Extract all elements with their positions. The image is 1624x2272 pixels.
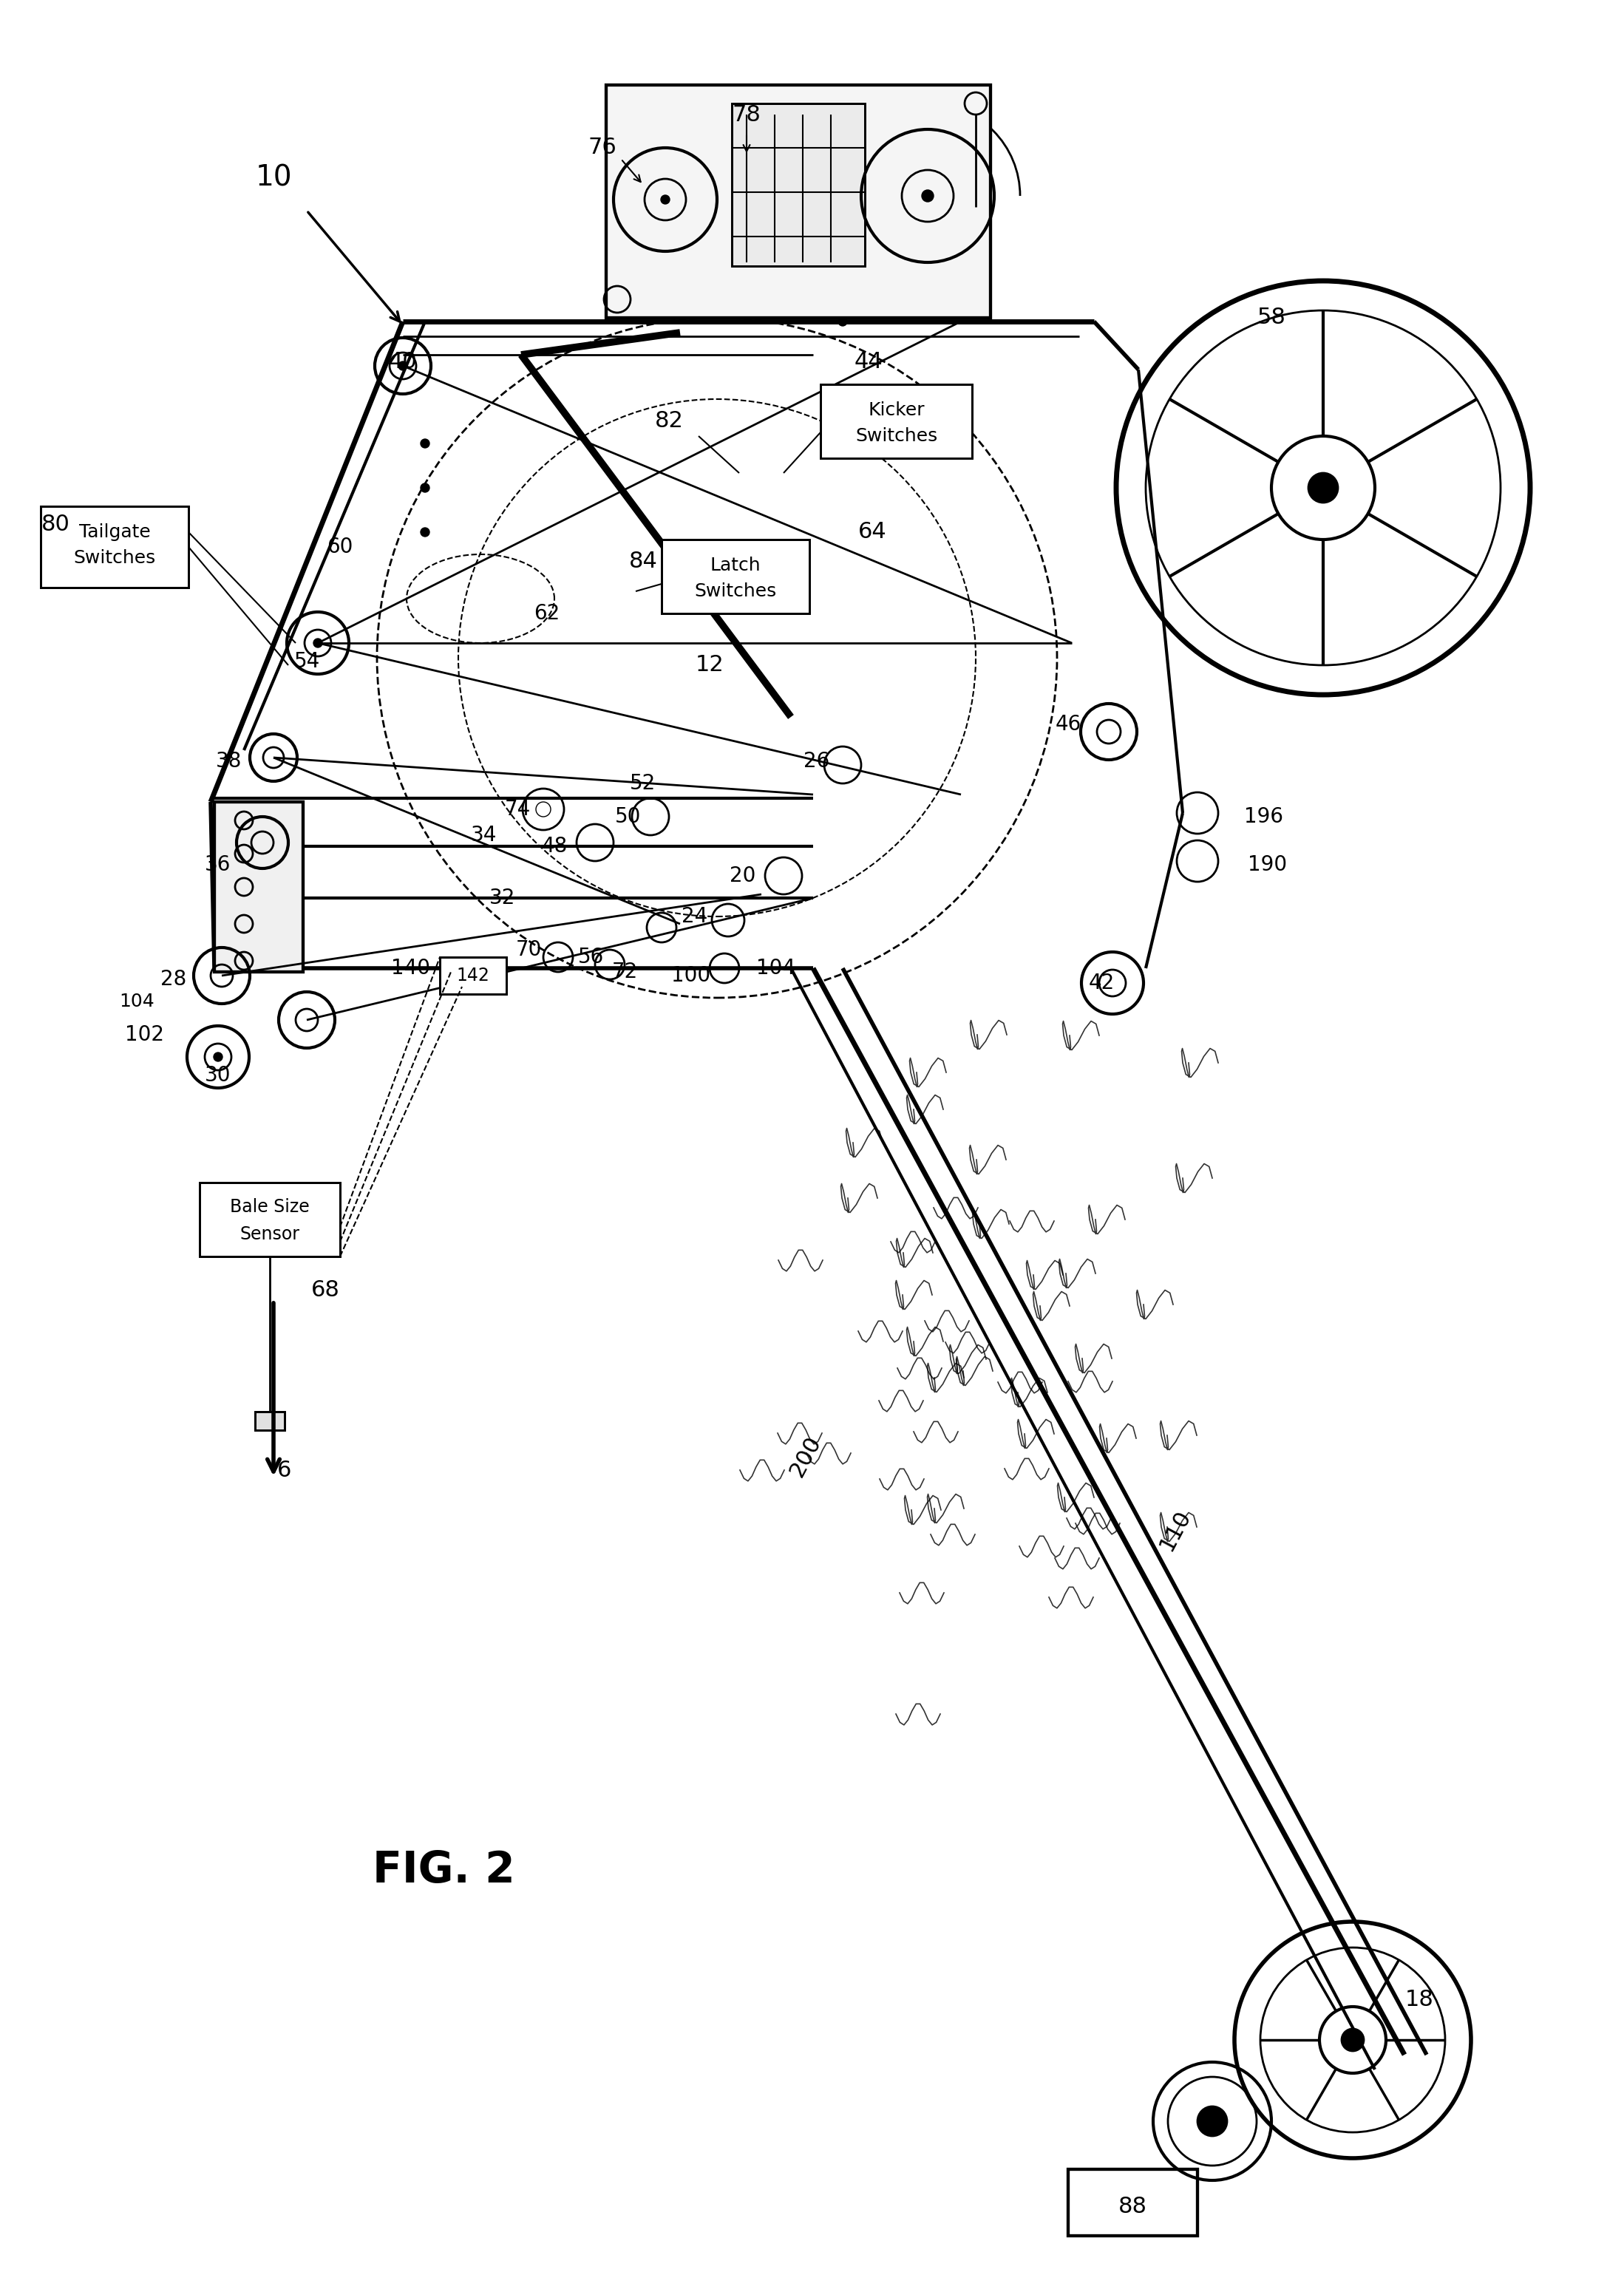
Circle shape bbox=[421, 438, 429, 448]
Bar bbox=[255, 1411, 284, 1429]
Bar bbox=[732, 105, 866, 266]
Text: 80: 80 bbox=[41, 513, 70, 536]
Text: 70: 70 bbox=[515, 938, 541, 961]
Text: Latch: Latch bbox=[710, 557, 762, 575]
Bar bbox=[200, 1181, 339, 1256]
Text: Bale Size: Bale Size bbox=[231, 1197, 310, 1216]
Text: 42: 42 bbox=[1088, 972, 1114, 993]
Bar bbox=[440, 957, 507, 995]
Circle shape bbox=[313, 638, 322, 648]
Text: 52: 52 bbox=[630, 772, 656, 793]
Bar bbox=[41, 507, 188, 588]
Text: 38: 38 bbox=[216, 752, 242, 772]
Text: 26: 26 bbox=[804, 752, 830, 772]
Text: 104: 104 bbox=[757, 959, 796, 979]
Circle shape bbox=[838, 318, 848, 325]
Text: 54: 54 bbox=[294, 652, 320, 673]
Text: 74: 74 bbox=[505, 800, 531, 820]
Text: Tailgate: Tailgate bbox=[80, 523, 151, 541]
Text: 12: 12 bbox=[695, 654, 724, 675]
Text: 88: 88 bbox=[1117, 2195, 1147, 2217]
Text: 6: 6 bbox=[278, 1461, 292, 1481]
Text: 18: 18 bbox=[1405, 1988, 1434, 2011]
Bar bbox=[732, 105, 866, 266]
Text: 82: 82 bbox=[654, 411, 684, 432]
Text: 50: 50 bbox=[615, 807, 641, 827]
Circle shape bbox=[1309, 473, 1338, 502]
Text: 140: 140 bbox=[391, 959, 430, 979]
Text: 196: 196 bbox=[1244, 807, 1283, 827]
Bar bbox=[606, 84, 991, 318]
Text: 32: 32 bbox=[489, 888, 516, 909]
Text: 72: 72 bbox=[612, 961, 638, 982]
Bar bbox=[820, 384, 973, 459]
Text: Switches: Switches bbox=[695, 582, 776, 600]
Bar bbox=[661, 538, 809, 613]
Circle shape bbox=[214, 1052, 222, 1061]
Circle shape bbox=[661, 195, 669, 204]
Text: 36: 36 bbox=[205, 854, 231, 875]
Text: Kicker: Kicker bbox=[869, 402, 926, 418]
Bar bbox=[214, 802, 304, 972]
Text: 78: 78 bbox=[732, 105, 762, 125]
Bar bbox=[200, 1181, 339, 1256]
Text: 20: 20 bbox=[729, 866, 755, 886]
Text: 56: 56 bbox=[578, 947, 604, 968]
Bar bbox=[606, 84, 991, 318]
Text: 24: 24 bbox=[682, 907, 708, 927]
Text: FIG. 2: FIG. 2 bbox=[372, 1849, 515, 1890]
Text: 30: 30 bbox=[205, 1066, 231, 1086]
Text: 10: 10 bbox=[255, 164, 292, 191]
Text: 110: 110 bbox=[1156, 1506, 1195, 1554]
Circle shape bbox=[421, 484, 429, 493]
Circle shape bbox=[922, 191, 934, 202]
Text: 84: 84 bbox=[628, 552, 658, 573]
Text: 58: 58 bbox=[1257, 307, 1286, 329]
Bar bbox=[255, 1411, 284, 1429]
Text: 104: 104 bbox=[119, 993, 154, 1011]
Text: 64: 64 bbox=[857, 523, 887, 543]
Text: 68: 68 bbox=[310, 1279, 339, 1300]
Bar bbox=[440, 957, 507, 995]
Bar bbox=[820, 384, 973, 459]
Text: 28: 28 bbox=[161, 968, 187, 991]
Text: 44: 44 bbox=[854, 352, 883, 373]
Text: 48: 48 bbox=[541, 836, 567, 857]
Bar bbox=[661, 538, 809, 613]
Circle shape bbox=[1341, 2029, 1364, 2052]
Text: 40: 40 bbox=[388, 352, 417, 373]
Text: 102: 102 bbox=[125, 1025, 164, 1045]
Circle shape bbox=[1197, 2106, 1228, 2136]
Text: 60: 60 bbox=[326, 536, 352, 557]
Text: 34: 34 bbox=[471, 825, 497, 845]
Bar bbox=[214, 802, 304, 972]
Text: 46: 46 bbox=[1056, 713, 1082, 734]
Text: 62: 62 bbox=[534, 602, 560, 625]
Bar bbox=[1069, 2170, 1197, 2236]
Circle shape bbox=[398, 361, 408, 370]
Text: 190: 190 bbox=[1249, 854, 1288, 875]
Bar bbox=[1069, 2170, 1197, 2236]
Text: Switches: Switches bbox=[73, 550, 156, 568]
Text: 76: 76 bbox=[588, 136, 617, 159]
Text: Switches: Switches bbox=[856, 427, 937, 445]
Text: 200: 200 bbox=[786, 1431, 825, 1479]
Circle shape bbox=[421, 527, 429, 536]
Bar bbox=[41, 507, 188, 588]
Text: 100: 100 bbox=[671, 966, 711, 986]
Text: 142: 142 bbox=[456, 968, 490, 984]
Text: Sensor: Sensor bbox=[240, 1225, 300, 1243]
